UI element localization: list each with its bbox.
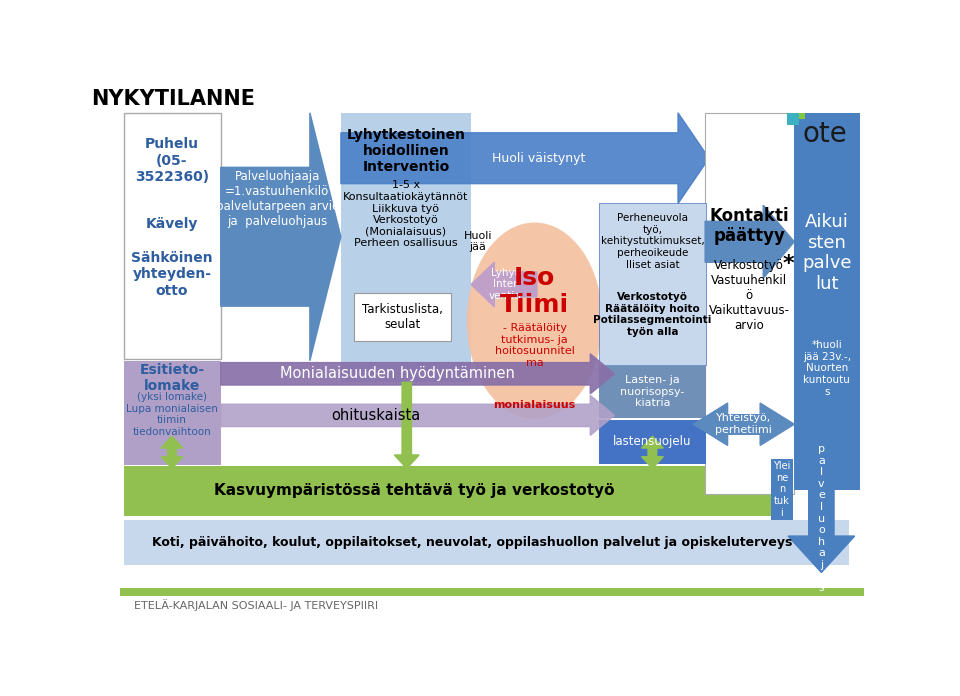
Text: NYKYTILANNE: NYKYTILANNE bbox=[90, 89, 254, 109]
Text: - Räätälöity
tutkimus- ja
hoitosuunnitel
ma: - Räätälöity tutkimus- ja hoitosuunnitel… bbox=[494, 323, 575, 367]
Bar bbox=[124, 466, 775, 516]
Text: ETELÄ-KARJALAN SOSIAALI- JA TERVEYSPIIRI: ETELÄ-KARJALAN SOSIAALI- JA TERVEYSPIIRI bbox=[133, 599, 377, 611]
Text: (yksi lomake)
Lupa monialaisen
tiimin
tiedonvaihtoon: (yksi lomake) Lupa monialaisen tiimin ti… bbox=[126, 393, 218, 437]
Bar bbox=[120, 588, 864, 596]
Polygon shape bbox=[706, 205, 794, 278]
Text: Puhelu
(05-
3522360): Puhelu (05- 3522360) bbox=[134, 137, 209, 184]
Text: Perheneuvola
työ,
kehitystutkimukset,
perheoikeude
lliset asiat: Perheneuvola työ, kehitystutkimukset, pe… bbox=[601, 213, 705, 269]
Bar bbox=[124, 361, 221, 465]
Text: 1-5 x
Konsultaatiokäytännöt
Liikkuva työ
Verkostotyö
(Monialaisuus)
Perheen osal: 1-5 x Konsultaatiokäytännöt Liikkuva työ… bbox=[344, 180, 468, 248]
Polygon shape bbox=[221, 113, 341, 361]
Bar bbox=[599, 366, 706, 418]
Text: Sähköinen
yhteyden-
otto: Sähköinen yhteyden- otto bbox=[132, 251, 213, 298]
Text: Esitieto-
lomake: Esitieto- lomake bbox=[139, 363, 204, 393]
Polygon shape bbox=[693, 403, 728, 445]
Polygon shape bbox=[161, 448, 182, 468]
Text: Huoli
jää: Huoli jää bbox=[464, 230, 492, 252]
Text: p
a
l
v
e
l
u
o
h
a
j
u
s: p a l v e l u o h a j u s bbox=[818, 444, 825, 593]
Bar bbox=[124, 113, 221, 359]
Polygon shape bbox=[341, 113, 709, 204]
Text: monialaisuus: monialaisuus bbox=[493, 400, 576, 411]
Bar bbox=[771, 459, 793, 520]
Bar bbox=[599, 203, 706, 365]
Bar bbox=[728, 413, 760, 435]
Bar bbox=[124, 520, 849, 564]
Text: lastensuojelu: lastensuojelu bbox=[613, 435, 691, 448]
Text: Tarkistuslista,
seulat: Tarkistuslista, seulat bbox=[362, 303, 443, 331]
Text: Koti, päivähoito, koulut, oppilaitokset, neuvolat, oppilashuollon palvelut ja op: Koti, päivähoito, koulut, oppilaitokset,… bbox=[153, 536, 793, 549]
Text: Verkostotyö
Räätälöity hoito
Potilassegmentointi
työn alla: Verkostotyö Räätälöity hoito Potilassegm… bbox=[593, 292, 711, 337]
Text: Aikui
sten
palve
lut: Aikui sten palve lut bbox=[802, 213, 852, 293]
Bar bbox=[599, 420, 706, 464]
Text: Kävely: Kävely bbox=[146, 217, 198, 232]
Polygon shape bbox=[161, 436, 182, 457]
Text: Verkostotyö
Vastuuhenkil
ö
Vaikuttavuus-
arvio: Verkostotyö Vastuuhenkil ö Vaikuttavuus-… bbox=[708, 259, 790, 332]
Polygon shape bbox=[221, 354, 614, 394]
Bar bbox=[799, 113, 805, 119]
Ellipse shape bbox=[467, 223, 603, 419]
Bar bbox=[786, 113, 799, 125]
Bar bbox=[794, 113, 860, 490]
Text: ote: ote bbox=[803, 120, 848, 148]
Bar bbox=[706, 113, 794, 494]
Polygon shape bbox=[395, 382, 420, 468]
Polygon shape bbox=[760, 403, 794, 445]
Text: Lyhyt
Inter
ventio: Lyhyt Inter ventio bbox=[489, 268, 521, 301]
Text: Lasten- ja
nuorisopsy-
kiatria: Lasten- ja nuorisopsy- kiatria bbox=[620, 375, 684, 408]
Polygon shape bbox=[471, 262, 537, 307]
Text: Ylei
ne
n
tuk
i: Ylei ne n tuk i bbox=[773, 461, 790, 518]
Bar bbox=[341, 113, 471, 382]
Polygon shape bbox=[641, 448, 663, 468]
Text: Kontakti
päättyy: Kontakti päättyy bbox=[709, 207, 789, 246]
Bar bbox=[354, 293, 451, 341]
Text: *: * bbox=[782, 255, 794, 274]
Text: Lyhytkestoinen
hoidollinen
Interventio: Lyhytkestoinen hoidollinen Interventio bbox=[347, 128, 466, 175]
Text: Palveluohjaaja
=1.vastuuhenkilö
palvelutarpeen arvio
ja  palveluohjaus: Palveluohjaaja =1.vastuuhenkilö palvelut… bbox=[216, 170, 339, 228]
Text: Monialaisuuden hyödyntäminen: Monialaisuuden hyödyntäminen bbox=[280, 366, 515, 381]
Polygon shape bbox=[641, 436, 663, 457]
Text: *huoli
jää 23v.-,
Nuorten
kuntoutu
s: *huoli jää 23v.-, Nuorten kuntoutu s bbox=[803, 340, 851, 397]
Polygon shape bbox=[221, 395, 614, 436]
Text: Kasvuympäristössä tehtävä työ ja verkostotyö: Kasvuympäristössä tehtävä työ ja verkost… bbox=[214, 483, 614, 498]
Text: Iso
Tiimi: Iso Tiimi bbox=[500, 265, 569, 317]
Polygon shape bbox=[788, 461, 854, 573]
Text: Yhteistyö,
perhetiimi: Yhteistyö, perhetiimi bbox=[715, 413, 772, 435]
Text: ohituskaista: ohituskaista bbox=[331, 408, 420, 423]
Text: Huoli väistynyt: Huoli väistynyt bbox=[492, 152, 586, 165]
